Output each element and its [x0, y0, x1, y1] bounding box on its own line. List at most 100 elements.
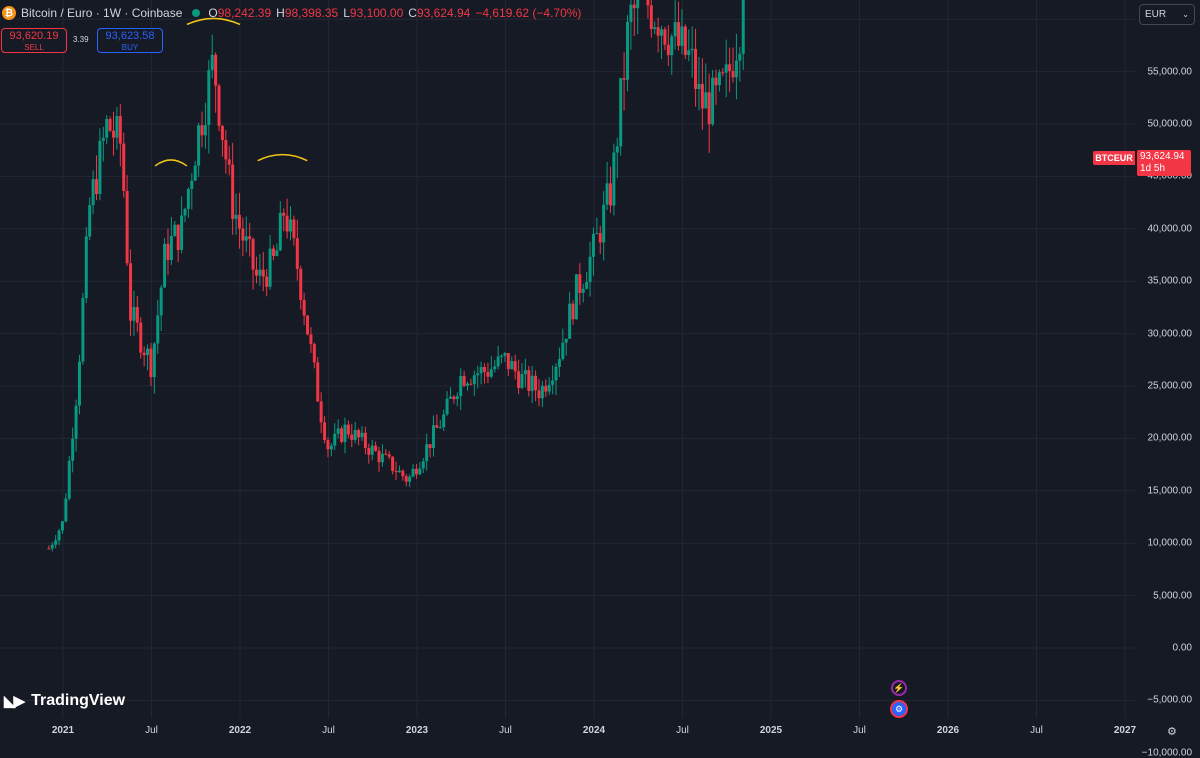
candle-body — [125, 190, 129, 264]
price-axis-label: 40,000.00 — [1147, 223, 1193, 235]
candle-body — [275, 250, 279, 256]
candle-body — [360, 432, 364, 438]
candle-body — [98, 140, 102, 195]
last-price: 93,624.94 — [1140, 151, 1185, 162]
candle-body — [602, 204, 606, 243]
symbol-tag: BTCEUR — [1093, 151, 1135, 165]
candle-body — [455, 396, 459, 400]
candle-body — [646, 0, 650, 6]
candle-body — [551, 380, 555, 385]
price-axis-label: 15,000.00 — [1147, 485, 1193, 497]
candle-body — [578, 274, 582, 293]
candle-body — [588, 256, 592, 283]
candle-body — [510, 361, 514, 370]
candle-body — [649, 5, 653, 30]
candle-body — [159, 287, 163, 316]
candle-body — [568, 303, 572, 339]
candle-body — [282, 212, 286, 216]
candle-body — [231, 164, 235, 219]
candle-body — [547, 384, 551, 392]
candle-body — [214, 54, 218, 86]
market-status-dot[interactable] — [192, 9, 201, 17]
candle-body — [728, 64, 732, 71]
candle-body — [534, 375, 538, 391]
sell-button[interactable]: 93,620.19 SELL — [1, 28, 67, 53]
candle-body — [285, 215, 289, 232]
candle-body — [374, 445, 378, 451]
lightning-icon[interactable]: ⚡ — [891, 680, 907, 696]
candle-body — [105, 118, 109, 138]
candle-body — [438, 427, 442, 429]
candle-body — [680, 26, 684, 46]
time-axis[interactable]: 2021 Jul 2022 Jul 2023 Jul 2024 Jul 2025 Jul 2026 J… — [0, 718, 1136, 743]
candle-body — [486, 371, 490, 377]
candle-body — [404, 476, 408, 482]
settings-icon[interactable]: ⚙ — [1167, 726, 1177, 738]
candle-body — [520, 374, 524, 388]
candle-body — [254, 269, 258, 276]
time-axis-label: Jul — [499, 725, 512, 736]
candle-body — [258, 269, 262, 276]
candle-body — [721, 72, 725, 74]
candle-body — [50, 544, 54, 549]
candle-body — [442, 414, 446, 428]
ohlc-value: 93,100.00 — [349, 6, 404, 20]
currency-select[interactable]: EUR ⌄ — [1139, 4, 1195, 25]
currency-value: EUR — [1145, 9, 1167, 20]
candle-body — [295, 238, 299, 269]
candle-body — [343, 424, 347, 442]
time-axis-label: Jul — [853, 725, 866, 736]
buy-button[interactable]: 93,623.58 BUY — [97, 28, 163, 53]
candle-body — [704, 92, 708, 109]
candle-body — [523, 370, 527, 375]
ohlc-key: L — [343, 6, 350, 20]
tradingview-logo[interactable]: ◣▶ TradingView — [4, 692, 125, 710]
candle-body — [561, 342, 565, 360]
candle-body — [139, 322, 143, 353]
price-axis-label: 10,000.00 — [1147, 537, 1193, 549]
candle-body — [71, 438, 75, 461]
price-chart[interactable] — [0, 0, 1135, 718]
candle-body — [585, 282, 589, 289]
candle-body — [316, 362, 320, 402]
candle-body — [251, 239, 255, 270]
symbol-title[interactable]: Bitcoin / Euro · 1W · Coinbase — [21, 6, 183, 20]
candle-body — [530, 375, 534, 391]
candle-body — [527, 370, 531, 391]
price-axis[interactable]: 115,000.00110,000.00105,000.00100,000.00… — [1135, 0, 1200, 758]
candle-body — [683, 26, 687, 55]
candle-body — [717, 72, 721, 86]
buy-label: BUY — [121, 43, 139, 52]
candle-body — [234, 214, 238, 219]
candle-body — [622, 78, 626, 80]
candle-body — [629, 4, 633, 22]
candle-body — [329, 445, 333, 450]
price-axis-label: 0.00 — [1172, 642, 1192, 654]
earnings-icon[interactable]: ⚙ — [890, 700, 908, 718]
candle-body — [326, 440, 330, 450]
candle-body — [394, 470, 398, 473]
candle-body — [54, 540, 58, 545]
candle-body — [448, 396, 452, 399]
candle-body — [183, 208, 187, 216]
candle-body — [687, 50, 691, 55]
candle-body — [363, 432, 367, 449]
ohlc-values: O98,242.39 H98,398.35 L93,100.00 C93,624.94… — [208, 6, 586, 20]
candle-body — [357, 429, 361, 438]
candle-body — [60, 521, 64, 531]
candle-body — [241, 228, 245, 241]
candle-body — [336, 428, 340, 434]
annotation-arc — [257, 153, 308, 162]
price-axis-label: 45,000.00 — [1147, 170, 1193, 182]
candle-body — [156, 315, 160, 344]
candle-body — [132, 307, 136, 321]
candle-body — [163, 243, 167, 288]
candle-body — [309, 334, 313, 345]
price-axis-label: 25,000.00 — [1147, 380, 1193, 392]
candle-body — [210, 54, 214, 71]
candle-body — [428, 444, 432, 448]
candle-body — [711, 77, 715, 125]
candle-body — [697, 83, 701, 90]
ohlc-value: 93,624.94 — [416, 6, 471, 20]
candle-body — [197, 125, 201, 166]
